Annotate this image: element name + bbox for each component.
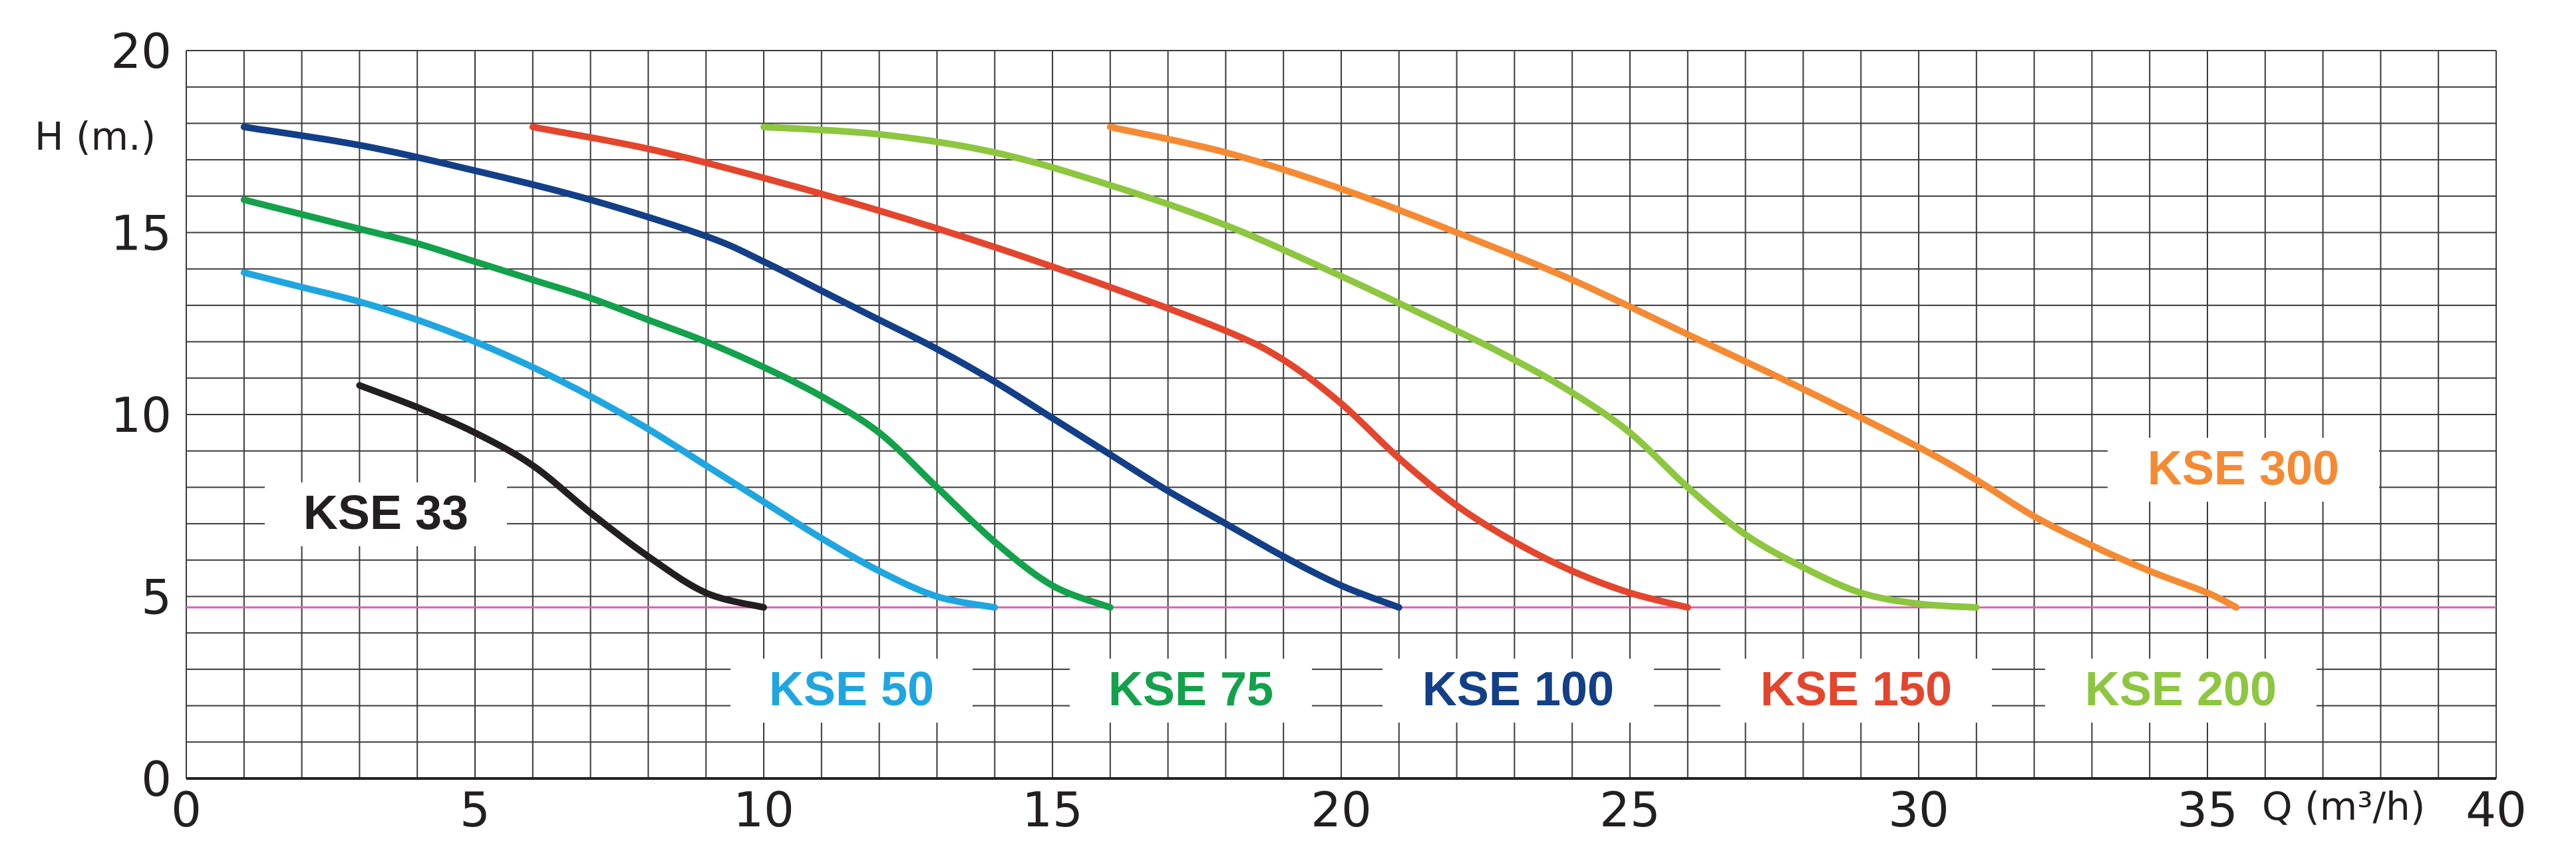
series-label-bg-kse-50 [730,659,973,723]
series-line-kse-100 [240,123,1402,611]
x-tick-label: 20 [1311,782,1372,838]
series-line-kse-33 [356,382,767,611]
series-label-kse-200: KSE 200 [2085,663,2277,716]
series-label-kse-50: KSE 50 [769,663,934,716]
series-label-bg-kse-100 [1382,659,1654,723]
y-tick-label: 0 [141,751,172,807]
series-label-kse-33: KSE 33 [303,486,468,540]
y-tick-label: 20 [110,23,172,79]
x-tick-label: 35 [2177,782,2238,838]
series-line-kse-150 [529,123,1691,611]
y-tick-label: 5 [141,570,172,625]
series-labels: KSE 33 KSE 50 KSE 75 KSE 100 KSE 150 KSE 200 K… [265,438,2379,723]
series-label-bg-kse-150 [1720,659,1992,723]
x-tick-label: 40 [2466,782,2527,838]
y-tick-label: 15 [110,206,172,261]
x-axis-label: Q (m³/h) [2262,784,2425,829]
axis-ticks: 0 5 10 15 20 25 30 35 40 0 5 10 15 20 [110,23,2526,838]
series-label-bg-kse-75 [1070,659,1312,723]
x-tick-label: 30 [1888,782,1949,838]
series-label-kse-300: KSE 300 [2148,442,2339,495]
series-line-kse-50 [240,269,999,611]
series-label-bg-kse-300 [2108,438,2379,502]
series-line-kse-75 [240,196,1114,611]
x-tick-label: 0 [171,782,202,838]
series-line-kse-300 [1106,123,2240,611]
series-label-kse-75: KSE 75 [1108,663,1273,716]
x-tick-label: 25 [1599,782,1661,838]
series-label-bg-kse-33 [265,482,507,546]
series-label-kse-150: KSE 150 [1760,663,1952,716]
y-axis-label: H (m.) [35,114,156,159]
x-tick-label: 15 [1022,782,1083,838]
series-line-kse-200 [760,123,1980,611]
x-tick-label: 10 [733,782,794,838]
y-tick-label: 10 [110,387,172,443]
series-label-bg-kse-200 [2045,659,2317,723]
series-curves [240,123,2240,611]
series-label-kse-100: KSE 100 [1422,663,1614,716]
x-tick-label: 5 [460,782,490,838]
